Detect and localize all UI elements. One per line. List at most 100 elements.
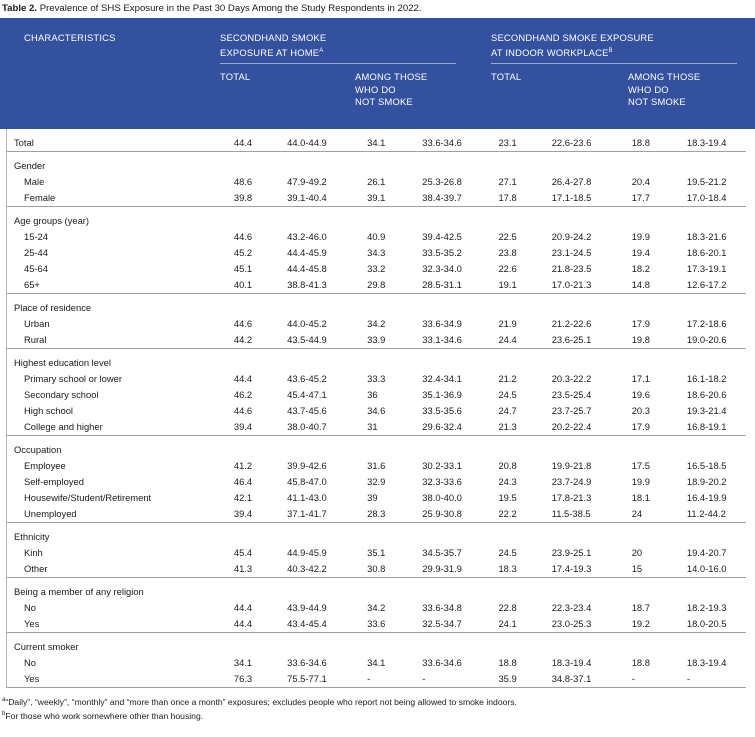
footnote-a: a“Daily”, “weekly”, “monthly” and “more … xyxy=(2,696,517,707)
cell-value: 33.3 xyxy=(367,373,386,384)
cell-value: 43.7-45.6 xyxy=(287,405,327,416)
cell-value: 34.3 xyxy=(367,247,386,258)
cell-value: 39.1-40.4 xyxy=(287,192,327,203)
cell-value: 19.2 xyxy=(631,618,650,629)
cell-value: 24.7 xyxy=(498,405,517,416)
table-row: Yes 44.4 43.4-45.4 33.6 32.5-34.7 24.1 23.0-25… xyxy=(6,616,746,633)
row-label: No xyxy=(24,602,36,613)
table-row: Primary school or lower 44.4 43.6-45.2 33.3… xyxy=(6,371,746,387)
header-characteristics: CHARACTERISTICS xyxy=(24,32,116,43)
header-work-line2: AT INDOOR WORKPLACEB xyxy=(491,46,613,58)
cell-value: 21.3 xyxy=(498,421,517,432)
cell-value: 41.3 xyxy=(233,563,253,574)
table-row: College and higher 39.4 38.0-40.7 31 29.6-32… xyxy=(6,419,746,436)
cell-value: 17.3-19.1 xyxy=(686,263,727,274)
table-left-border xyxy=(6,129,7,688)
row-label: Rural xyxy=(24,334,47,345)
row-label: Housewife/Student/Retirement xyxy=(24,492,152,503)
table-row: Other 41.3 40.3-42.2 30.8 29.9-31.9 18.3 17.4-… xyxy=(6,561,746,578)
cell-value: 19.8 xyxy=(631,334,650,345)
cell-value: 18.2-19.3 xyxy=(686,602,727,613)
cell-value: 21.2 xyxy=(498,373,517,384)
cell-value: 44.4 xyxy=(233,373,253,384)
cell-value: 23.1 xyxy=(498,137,517,148)
cell-value: 33.6-34.6 xyxy=(422,137,462,148)
cell-value: 34.2 xyxy=(367,602,386,613)
header-work-among: AMONG THOSE WHO DO NOT SMOKE xyxy=(628,71,701,107)
group-title: Gender xyxy=(14,160,46,171)
cell-value: 35.1 xyxy=(367,547,386,558)
cell-value: 39.4 xyxy=(233,508,253,519)
cell-value: 20 xyxy=(631,547,643,558)
group-title: Being a member of any religion xyxy=(14,586,144,597)
cell-value: 17.1 xyxy=(631,373,650,384)
cell-value: 45.8-47.0 xyxy=(287,476,327,487)
cell-value: 20.3 xyxy=(631,405,650,416)
table-figure: Table 2. Prevalence of SHS Exposure in t… xyxy=(0,3,755,721)
cell-value: 34.5-35.7 xyxy=(422,547,462,558)
cell-value: 18.3 xyxy=(498,563,517,574)
row-label: 25-44 xyxy=(24,247,48,258)
table-row: Kinh 45.4 44.9-45.9 35.1 34.5-35.7 24.5 23.9-2… xyxy=(6,545,746,561)
header-home-total: TOTAL xyxy=(220,71,251,82)
cell-value: 40.3-42.2 xyxy=(287,563,327,574)
header-home-group: SECONDHAND SMOKE EXPOSURE AT HOMEA xyxy=(220,32,326,59)
group-title: Occupation xyxy=(14,444,62,455)
group-separator xyxy=(6,632,746,633)
cell-value: 19.0-20.6 xyxy=(686,334,727,345)
row-label: Secondary school xyxy=(24,389,99,400)
header-home-rule xyxy=(220,63,456,64)
group-title-row: Current smoker xyxy=(6,639,746,655)
cell-value: 33.2 xyxy=(367,263,386,274)
data-table: Total 44.4 44.0-44.9 34.1 33.6-34.6 23.1 22.6-… xyxy=(6,129,746,688)
cell-value: 44.4 xyxy=(233,602,253,613)
cell-value: 33.6-34.8 xyxy=(422,602,462,613)
cell-value: 39.9-42.6 xyxy=(287,460,327,471)
cell-value: 19.9-21.8 xyxy=(551,460,592,471)
caption-text: Prevalence of SHS Exposure in the Past 3… xyxy=(39,3,422,14)
cell-value: 24.1 xyxy=(498,618,517,629)
cell-value: 23.9-25.1 xyxy=(551,547,592,558)
cell-value: 46.2 xyxy=(233,389,253,400)
group-title: Current smoker xyxy=(14,641,79,652)
cell-value: 20.3-22.2 xyxy=(551,373,592,384)
group-title-row: Gender xyxy=(6,158,746,174)
cell-value: 30.8 xyxy=(367,563,386,574)
cell-value: 21.8-23.5 xyxy=(551,263,592,274)
cell-value: 23.8 xyxy=(498,247,517,258)
table-row: Female 39.8 39.1-40.4 39.1 38.4-39.7 17.8 17.1… xyxy=(6,190,746,207)
cell-value: 33.5-35.2 xyxy=(422,247,462,258)
cell-value: 24 xyxy=(631,508,643,519)
cell-value: 43.6-45.2 xyxy=(287,373,327,384)
row-label: Self-employed xyxy=(24,476,84,487)
cell-value: 17.0-21.3 xyxy=(551,279,592,290)
cell-value: 18.2 xyxy=(631,263,650,274)
cell-value: 44.6 xyxy=(233,318,253,329)
cell-value: 19.1 xyxy=(498,279,517,290)
cell-value: 11.5-38.5 xyxy=(551,508,591,519)
cell-value: 44.4 xyxy=(233,137,253,148)
row-label: Primary school or lower xyxy=(24,373,122,384)
cell-value: 39.8 xyxy=(233,192,253,203)
cell-value: 19.5-21.2 xyxy=(686,176,727,187)
cell-value: 39 xyxy=(367,492,378,503)
cell-value: 35.9 xyxy=(498,673,517,684)
cell-value: 16.8-19.1 xyxy=(686,421,727,432)
cell-value: 14.8 xyxy=(631,279,650,290)
cell-value: 45.4-47.1 xyxy=(287,389,327,400)
cell-value: 20.8 xyxy=(498,460,517,471)
cell-value: 38.4-39.7 xyxy=(422,192,462,203)
footnote-b: bFor those who work somewhere other than… xyxy=(2,710,204,721)
cell-value: 35.1-36.9 xyxy=(422,389,462,400)
cell-value: 37.1-41.7 xyxy=(287,508,327,519)
header-work-group: SECONDHAND SMOKE EXPOSURE AT INDOOR WORK… xyxy=(491,32,654,59)
group-separator xyxy=(6,151,746,152)
table-row: 15-24 44.6 43.2-46.0 40.9 39.4-42.5 22.5 20.9-… xyxy=(6,229,746,245)
table-row: Yes 76.3 75.5-77.1 - - 35.9 34.8-37.1 - - xyxy=(6,671,746,688)
cell-value: 33.6-34.6 xyxy=(287,657,327,668)
cell-value: - xyxy=(686,673,690,684)
cell-value: 43.9-44.9 xyxy=(287,602,327,613)
cell-value: 17.5 xyxy=(631,460,650,471)
cell-value: 22.6-23.6 xyxy=(551,137,592,148)
cell-value: 39.4-42.5 xyxy=(422,231,462,242)
